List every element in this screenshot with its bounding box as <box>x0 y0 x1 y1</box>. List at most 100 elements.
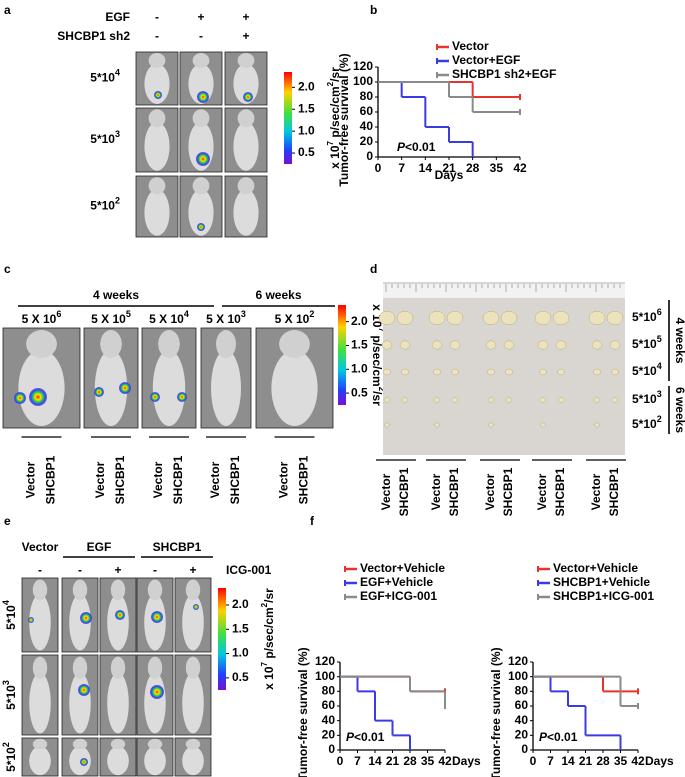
legend-label: EGF+Vehicle <box>360 575 433 589</box>
y-tick-label: 120 <box>508 654 528 668</box>
group-label: SHCBP1 <box>501 467 515 516</box>
legend-label: Vector+EGF <box>452 53 520 67</box>
x-tick-label: 21 <box>386 754 400 768</box>
mouse-head <box>32 656 48 679</box>
ruler <box>383 284 625 298</box>
dose-base: 5 X 10 <box>206 312 241 326</box>
colorbar-tick-label: 0.5 <box>298 145 315 159</box>
dose-exp: 3 <box>115 129 120 139</box>
unit-sup: 2 <box>377 387 386 392</box>
mouse-head <box>32 738 48 750</box>
mouse-head <box>110 738 126 750</box>
mouse-body <box>94 350 128 426</box>
panel-letter: b <box>370 3 377 17</box>
tumor <box>555 340 567 350</box>
legend-label: Vector+Vehicle <box>360 561 445 575</box>
dose-exp: 3 <box>657 389 662 399</box>
tumor <box>557 368 565 376</box>
mouse-head <box>147 656 163 679</box>
mouse-body <box>29 594 51 651</box>
signal-blob <box>197 91 209 103</box>
colorbar-tick-label: 1.0 <box>351 361 368 375</box>
colorbar <box>218 588 226 690</box>
x-tick-label: 7 <box>354 754 361 768</box>
tumor <box>383 368 391 376</box>
tumor <box>434 422 440 428</box>
dose-label: 5*103 <box>632 389 662 406</box>
unit-text: x 10 <box>328 145 342 169</box>
tumor <box>433 368 441 376</box>
mouse-head <box>147 738 163 750</box>
tumor <box>537 340 549 350</box>
dose-base: 5 X 10 <box>149 312 184 326</box>
group-label: SHCBP1 <box>297 455 311 504</box>
group-label: SHCBP1 <box>113 455 127 504</box>
signal-blob <box>14 392 26 404</box>
x-tick-label: 0 <box>530 754 537 768</box>
dose-label: 5*102 <box>1 742 18 772</box>
y-tick-label: 100 <box>353 74 373 88</box>
tumor <box>503 340 515 350</box>
mouse-body <box>107 594 129 651</box>
tumor <box>609 340 621 350</box>
tumor <box>433 397 441 403</box>
x-tick-label: 21 <box>442 161 456 175</box>
dose-label: 5 X 103 <box>206 309 246 326</box>
x-tick-label: 28 <box>403 754 417 768</box>
mouse-body <box>69 746 91 776</box>
mouse-body <box>18 350 65 426</box>
mouse-body <box>182 746 204 776</box>
p-italic: P <box>539 730 548 744</box>
x-tick-label: 14 <box>561 754 575 768</box>
mouse-body <box>182 672 204 734</box>
colorbar-tick-label: 1.0 <box>232 646 249 660</box>
colorbar-tick-label: 1.5 <box>298 101 315 115</box>
signal-blob <box>196 152 210 166</box>
group-label: Vector <box>277 461 291 498</box>
mouse-body <box>29 746 51 776</box>
dose-base: 5*10 <box>632 417 657 431</box>
tumor <box>487 368 495 376</box>
mouse-head <box>237 109 255 128</box>
p-text: <0.01 <box>547 730 578 744</box>
tumor <box>399 340 411 350</box>
group-label: SHCBP1 <box>447 467 461 516</box>
x-tick-label: 7 <box>398 161 405 175</box>
p-value: P<0.01 <box>397 140 436 154</box>
treatment-label: EGF <box>105 10 130 24</box>
tumor <box>451 397 459 403</box>
x-tick-label: 0 <box>375 161 382 175</box>
unit-text: x 10 <box>262 666 276 690</box>
tumor <box>611 368 619 376</box>
mouse-body <box>69 594 91 651</box>
mouse-head <box>148 109 166 128</box>
legend-label: SHCBP1+Vehicle <box>553 575 650 589</box>
tumor <box>378 310 396 326</box>
dose-exp: 5 <box>126 309 131 319</box>
mouse-head <box>237 53 255 68</box>
colorbar-tick-label: 1.0 <box>298 123 315 137</box>
mouse-head <box>148 53 166 68</box>
dose-label: 5*104 <box>1 600 18 630</box>
unit-sup: 7 <box>377 328 386 333</box>
x-tick-label: 21 <box>579 754 593 768</box>
legend-label: EGF+ICG-001 <box>360 589 437 603</box>
mouse-head <box>158 330 180 358</box>
p-italic: P <box>397 140 406 154</box>
unit-text: /sr <box>328 67 342 82</box>
mouse-body <box>211 350 241 426</box>
dose-label: 5*102 <box>632 414 662 431</box>
panel-letter: d <box>370 262 377 276</box>
signal-blob <box>78 684 90 696</box>
treatment-mark: + <box>242 29 249 43</box>
tumor <box>611 397 619 403</box>
signal-blob <box>154 91 162 99</box>
y-tick-label: 120 <box>315 654 335 668</box>
signal-blob <box>151 611 163 623</box>
colorbar-tick-label: 2.0 <box>232 597 249 611</box>
period-label: 6 weeks <box>673 387 685 433</box>
tumor <box>505 397 513 403</box>
tumor <box>591 340 603 350</box>
panel-letter: c <box>4 262 11 276</box>
